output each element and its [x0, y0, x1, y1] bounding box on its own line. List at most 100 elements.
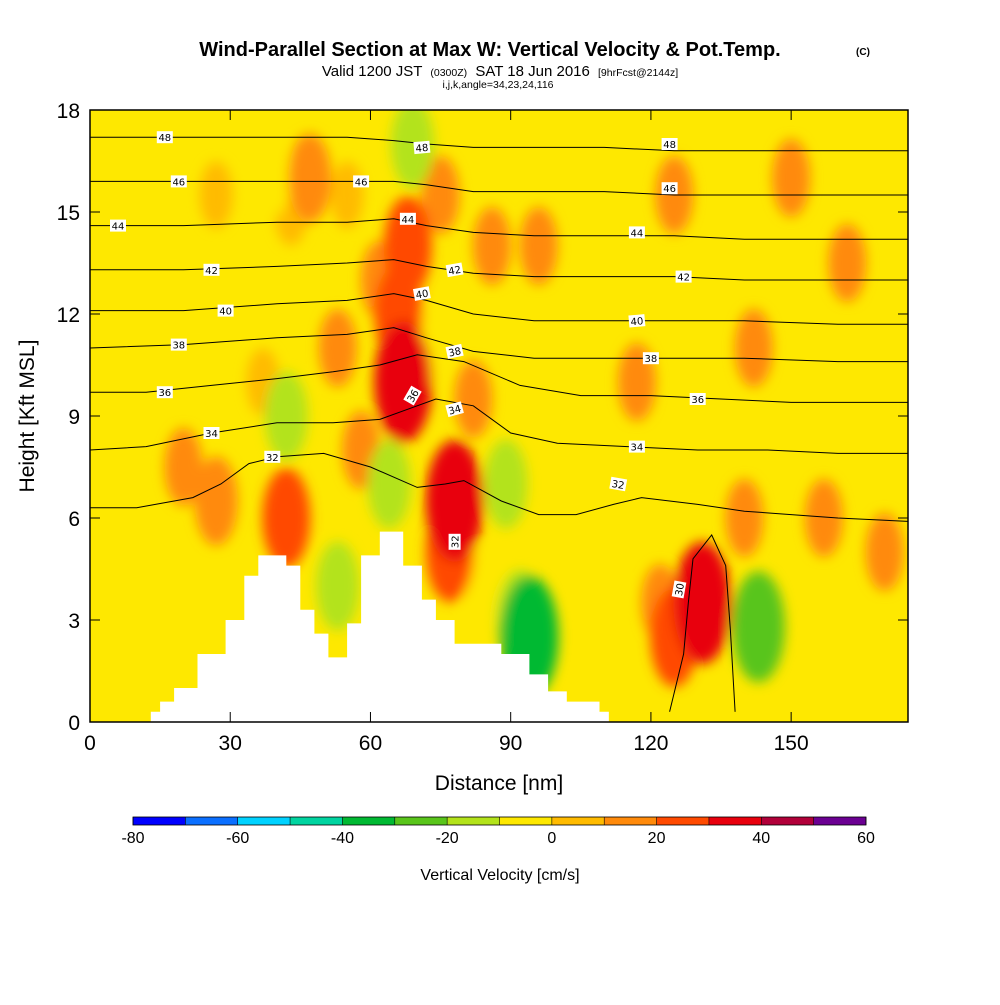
contour-label: 42 [203, 263, 220, 277]
colorbar-label: -40 [331, 830, 354, 847]
contour-label: 32 [609, 476, 628, 492]
contour-label-text: 32 [611, 479, 625, 492]
velocity-cell [538, 110, 577, 166]
contour-label: 38 [170, 338, 187, 352]
colorbar-swatch [185, 817, 238, 825]
y-tick-label: 15 [57, 202, 80, 225]
colorbar-label: 60 [857, 830, 875, 847]
theta-contour [90, 218, 908, 240]
contour-label-bg [110, 219, 126, 232]
contour-label: 42 [445, 262, 464, 278]
velocity-cell [484, 439, 528, 529]
colorbar-swatch [342, 817, 395, 825]
contour-label: 44 [399, 212, 416, 226]
contour-label: 30 [671, 580, 687, 599]
colorbar-swatch [551, 817, 605, 825]
contour-label-text: 46 [172, 177, 185, 188]
contour-label-text: 32 [266, 453, 279, 464]
x-tick-label: 60 [359, 732, 382, 755]
theta-contours [90, 136, 908, 712]
velocity-cell [725, 479, 764, 557]
velocity-cell [865, 513, 904, 591]
velocity-cell [253, 139, 292, 217]
contour-label-bg [628, 226, 645, 239]
colorbar-swatch [761, 817, 814, 825]
contour-label-text: 40 [630, 316, 644, 328]
contour-label-text: 34 [631, 443, 644, 454]
contour-label: 46 [353, 175, 370, 188]
theta-contour [90, 136, 908, 152]
colorbar-swatch [656, 817, 709, 825]
valid-prefix: Valid 1200 JST [322, 63, 422, 80]
contour-label-bg [413, 140, 431, 155]
velocity-cell [580, 547, 619, 625]
contour-label-bg [448, 533, 461, 550]
contour-label: 48 [156, 131, 173, 144]
contour-label-bg [203, 263, 220, 276]
contour-label-text: 46 [355, 177, 368, 188]
x-tick-label: 120 [633, 732, 668, 755]
theta-contour [90, 452, 908, 522]
theta-contour [90, 293, 908, 325]
vertical-velocity-field [164, 110, 904, 698]
contour-label-bg [628, 314, 646, 328]
contour-label-text: 34 [205, 429, 218, 440]
contour-label-text: 46 [663, 184, 676, 195]
contour-label: 42 [675, 270, 692, 284]
contour-label-bg [661, 138, 678, 150]
contour-label-bg [156, 131, 173, 144]
contour-label-text: 42 [677, 273, 690, 284]
contour-label-text: 40 [415, 289, 429, 302]
contour-label-bg [353, 175, 370, 188]
velocity-cell [772, 139, 811, 217]
y-tick-label: 9 [68, 406, 80, 429]
colorbar-label: -20 [436, 830, 459, 847]
contour-label-text: 32 [451, 535, 462, 548]
y-tick-label: 3 [68, 610, 80, 633]
velocity-cell [472, 207, 511, 285]
contour-label-text: 42 [205, 266, 218, 277]
x-axis: 0 30 60 90 120 150 [84, 110, 809, 755]
contour-label: 38 [642, 352, 659, 365]
x-tick-label: 30 [219, 732, 242, 755]
contour-label-bg [203, 427, 220, 439]
y-axis-title: Height [Kft MSL] [16, 340, 39, 493]
contour-label-bg [445, 343, 464, 359]
velocity-cell [264, 371, 308, 461]
x-tick-label: 90 [499, 732, 522, 755]
velocity-cell [519, 207, 558, 285]
contour-label-bg [609, 476, 628, 492]
copyright-mark: (C) [856, 47, 870, 58]
colorbar-swatch [708, 817, 762, 825]
velocity-cell [288, 133, 332, 223]
colorbar-swatch [813, 817, 866, 825]
contour-label-text: 44 [112, 222, 125, 233]
contour-label-text: 34 [447, 404, 462, 418]
theta-contour [669, 534, 736, 712]
velocity-cell [673, 542, 732, 664]
contour-label: 46 [661, 182, 678, 195]
velocity-cell [318, 309, 357, 387]
contour-label-bg [675, 270, 692, 283]
contour-label-bg [412, 286, 431, 301]
velocity-cell [316, 541, 360, 631]
plot-area: 48 46 44 42 40 38 36 34 32 48 46 44 42 40 38 36 34 32 48 46… [90, 110, 908, 722]
contour-label-text: 38 [172, 341, 185, 352]
x-tick-label: 150 [774, 732, 809, 755]
colorbar-label: 40 [752, 830, 770, 847]
colorbar-label: 0 [547, 830, 556, 847]
colorbar-swatch [447, 817, 500, 825]
theta-contour [90, 327, 908, 363]
contour-label: 34 [628, 440, 645, 454]
x-tick-label: 0 [84, 732, 96, 755]
contour-label: 34 [203, 427, 220, 440]
contour-label: 44 [110, 219, 126, 233]
x-axis-title: Distance [nm] [435, 772, 563, 795]
contour-label-bg [170, 175, 187, 188]
theta-contour [90, 180, 908, 196]
velocity-cell [809, 598, 848, 676]
theta-contour [90, 398, 908, 454]
contour-label-text: 38 [645, 354, 658, 365]
contour-label-bg [399, 212, 416, 225]
